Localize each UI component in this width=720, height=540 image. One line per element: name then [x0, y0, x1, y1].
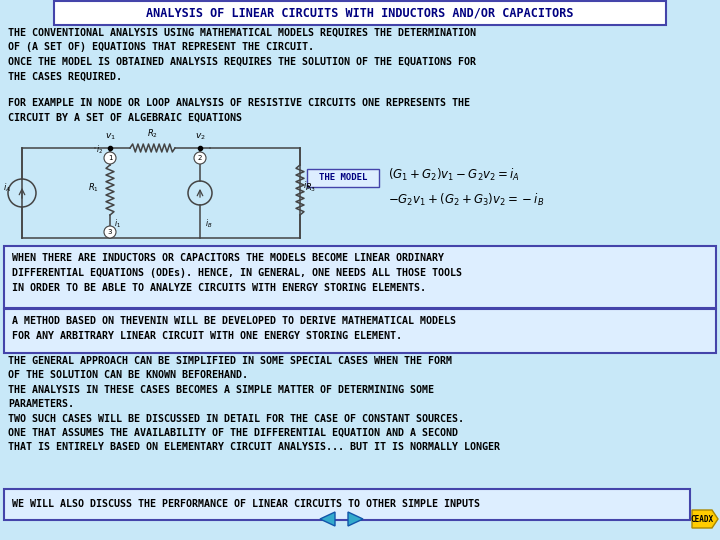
Text: $i_A$: $i_A$ — [3, 181, 11, 193]
Text: $(G_1 + G_2)v_1 - G_2v_2 = i_A$: $(G_1 + G_2)v_1 - G_2v_2 = i_A$ — [388, 167, 520, 183]
Polygon shape — [320, 512, 335, 526]
Text: $R_3$: $R_3$ — [305, 181, 316, 193]
Text: THE GENERAL APPROACH CAN BE SIMPLIFIED IN SOME SPECIAL CASES WHEN THE FORM
OF TH: THE GENERAL APPROACH CAN BE SIMPLIFIED I… — [8, 356, 500, 453]
Text: $v_2$: $v_2$ — [194, 131, 205, 141]
Text: $-G_2v_1 + (G_2 + G_3)v_2 = -i_B$: $-G_2v_1 + (G_2 + G_3)v_2 = -i_B$ — [388, 192, 544, 208]
Circle shape — [194, 152, 206, 164]
Circle shape — [104, 226, 116, 238]
Text: A METHOD BASED ON THEVENIN WILL BE DEVELOPED TO DERIVE MATHEMATICAL MODELS
FOR A: A METHOD BASED ON THEVENIN WILL BE DEVEL… — [12, 316, 456, 341]
Text: ANALYSIS OF LINEAR CIRCUITS WITH INDUCTORS AND/OR CAPACITORS: ANALYSIS OF LINEAR CIRCUITS WITH INDUCTO… — [146, 6, 574, 19]
FancyBboxPatch shape — [4, 246, 716, 308]
Text: THE MODEL: THE MODEL — [319, 173, 367, 183]
Text: $i_1$: $i_1$ — [114, 218, 121, 231]
Text: $i_2$: $i_2$ — [96, 143, 103, 156]
Text: $v_1$: $v_1$ — [104, 131, 115, 141]
Text: 1: 1 — [108, 155, 112, 161]
Text: FOR EXAMPLE IN NODE OR LOOP ANALYSIS OF RESISTIVE CIRCUITS ONE REPRESENTS THE
CI: FOR EXAMPLE IN NODE OR LOOP ANALYSIS OF … — [8, 98, 470, 123]
Text: $R_1$: $R_1$ — [88, 181, 99, 193]
Text: $R_2$: $R_2$ — [146, 127, 158, 139]
FancyBboxPatch shape — [307, 169, 379, 187]
Text: 3: 3 — [108, 229, 112, 235]
FancyBboxPatch shape — [54, 1, 666, 25]
Text: $i_3$: $i_3$ — [303, 179, 310, 192]
FancyBboxPatch shape — [4, 309, 716, 353]
Circle shape — [104, 152, 116, 164]
Text: WHEN THERE ARE INDUCTORS OR CAPACITORS THE MODELS BECOME LINEAR ORDINARY
DIFFERE: WHEN THERE ARE INDUCTORS OR CAPACITORS T… — [12, 253, 462, 293]
Text: CEADX: CEADX — [690, 515, 714, 523]
FancyBboxPatch shape — [4, 489, 690, 520]
Text: $i_B$: $i_B$ — [205, 218, 212, 231]
Text: 2: 2 — [198, 155, 202, 161]
Polygon shape — [348, 512, 363, 526]
Polygon shape — [692, 510, 718, 528]
Text: THE CONVENTIONAL ANALYSIS USING MATHEMATICAL MODELS REQUIRES THE DETERMINATION
O: THE CONVENTIONAL ANALYSIS USING MATHEMAT… — [8, 28, 476, 81]
Text: WE WILL ALSO DISCUSS THE PERFORMANCE OF LINEAR CIRCUITS TO OTHER SIMPLE INPUTS: WE WILL ALSO DISCUSS THE PERFORMANCE OF … — [12, 499, 480, 509]
